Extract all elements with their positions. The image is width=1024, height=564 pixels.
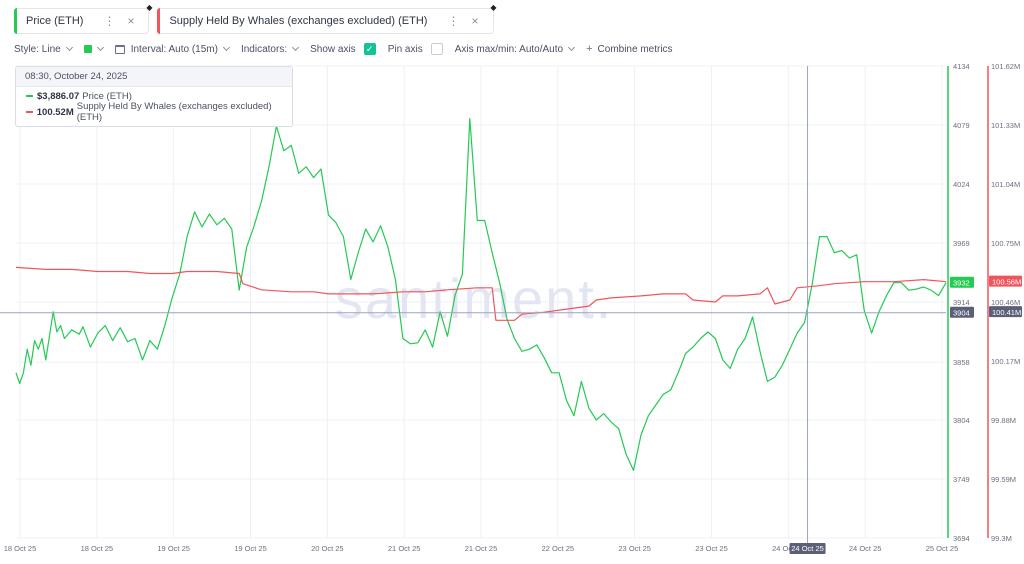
axis-minmax-label: Axis max/min: Auto/Auto (454, 43, 564, 55)
price-axis-tick: 4079 (953, 121, 970, 130)
hover-tooltip: 08:30, October 24, 2025 $3,886.07 Price … (15, 66, 293, 127)
whales-hover-badge-bg (989, 306, 1022, 318)
whales-current-badge-bg (989, 275, 1022, 287)
drag-handle-icon[interactable]: ◆ (490, 3, 497, 12)
price-axis-tick: 3969 (953, 239, 970, 248)
metric-color-bar (157, 8, 161, 34)
price-axis-tick: 3749 (953, 475, 970, 484)
price-axis-tick: 3914 (953, 298, 970, 307)
metric-tab-price[interactable]: Price (ETH) ⋮ × ◆ (14, 3, 152, 34)
pin-axis-label: Pin axis (387, 43, 423, 55)
tooltip-metric-name: Price (ETH) (82, 90, 132, 102)
x-axis-tick: 22 Oct 25 (542, 544, 575, 553)
drag-handle-icon[interactable]: ◆ (146, 3, 153, 12)
chevron-down-icon (222, 43, 231, 52)
checkbox-checked-icon[interactable]: ✓ (363, 43, 376, 55)
close-icon[interactable]: × (127, 14, 135, 28)
price-axis-tick: 3804 (953, 416, 970, 425)
chevron-down-icon (65, 43, 73, 52)
interval-label: Interval: Auto (15m) (130, 43, 218, 55)
whales-axis-tick: 101.62M (991, 62, 1020, 71)
price-line (15, 118, 947, 471)
whales-axis-tick: 100.75M (991, 239, 1020, 248)
whales-axis-tick: 99.59M (991, 475, 1016, 484)
whales-axis-tick: 101.04M (991, 180, 1020, 189)
more-vertical-icon[interactable]: ⋮ (103, 14, 116, 28)
color-swatch (83, 45, 92, 53)
color-picker[interactable] (83, 43, 104, 53)
show-axis-toggle[interactable]: Show axis ✓ (310, 43, 376, 55)
tooltip-row-whales: 100.52M Supply Held By Whales (exchanges… (16, 101, 292, 123)
tooltip-value: 100.52M (36, 106, 74, 118)
price-axis-tick: 3858 (953, 358, 970, 367)
whales-axis-tick: 100.46M (991, 298, 1020, 307)
whales-axis-tick: 100.17M (991, 357, 1020, 366)
price-hover-badge-bg (950, 306, 974, 318)
axis-minmax-dropdown[interactable]: Axis max/min: Auto/Auto (454, 43, 576, 55)
metric-color-bar (14, 8, 17, 34)
series-color-marker (26, 111, 33, 113)
x-axis-tick: 21 Oct 25 (465, 544, 498, 553)
price-axis-tick: 3694 (953, 534, 970, 543)
whales-axis-tick: 101.33M (991, 121, 1020, 130)
whales-axis-tick: 99.88M (991, 416, 1016, 425)
whale-supply-line (15, 266, 947, 321)
x-axis-tick: 19 Oct 25 (157, 544, 190, 553)
show-axis-label: Show axis (310, 43, 356, 55)
x-axis-tick: 23 Oct 25 (618, 544, 651, 553)
tooltip-value: $3,886.07 (37, 90, 80, 102)
tooltip-row-price: $3,886.07 Price (ETH) (16, 89, 292, 103)
price-hover-badge: 3904 (953, 309, 970, 318)
x-hover-badge: 24 Oct 25 (791, 544, 824, 553)
style-label: Style: Line (14, 43, 61, 55)
x-axis-tick: 20 Oct 25 (311, 544, 344, 553)
combine-metrics-label: Combine metrics (597, 43, 673, 55)
price-axis-tick: 4134 (953, 62, 970, 71)
chevron-down-icon (96, 43, 104, 52)
price-axis-tick: 4024 (953, 180, 970, 189)
x-axis-tick: 24 Oct 25 (849, 544, 882, 553)
series-color-marker (26, 95, 33, 97)
whales-axis-tick: 99.3M (991, 534, 1012, 543)
metric-settings-toolbar: Style: Line Interval: Auto (15m) Indicat… (14, 41, 685, 57)
metric-tabs: Price (ETH) ⋮ × ◆ Supply Held By Whales … (14, 3, 497, 34)
plus-icon: + (586, 43, 593, 55)
calendar-icon (114, 44, 125, 54)
x-axis-tick: 24 Oct 25 (772, 544, 805, 553)
interval-dropdown[interactable]: Interval: Auto (15m) (114, 43, 231, 55)
chevron-down-icon (292, 43, 300, 52)
price-current-badge: 3932 (953, 279, 970, 288)
chevron-down-icon (568, 43, 576, 52)
x-axis-tick: 18 Oct 25 (81, 544, 114, 553)
checkbox-unchecked-icon[interactable] (430, 43, 443, 55)
indicators-dropdown[interactable]: Indicators: (240, 43, 300, 55)
tooltip-timestamp: 08:30, October 24, 2025 (16, 67, 292, 87)
price-current-badge-bg (950, 276, 974, 288)
metric-tab-label: Price (ETH) (26, 15, 84, 27)
tooltip-metric-name: Supply Held By Whales (exchanges exclude… (76, 101, 272, 123)
combine-metrics-button[interactable]: + Combine metrics (586, 43, 672, 55)
x-axis-tick: 23 Oct 25 (695, 544, 728, 553)
indicators-label: Indicators: (240, 43, 288, 55)
metric-tab-label: Supply Held By Whales (exchanges exclude… (169, 15, 428, 27)
whales-current-badge: 100.56M (992, 278, 1021, 287)
whales-hover-badge: 100.41M (992, 308, 1021, 317)
x-axis-tick: 18 Oct 25 (4, 544, 37, 553)
santiment-watermark: santiment. (335, 267, 613, 330)
metric-tab-whales[interactable]: Supply Held By Whales (exchanges exclude… (157, 3, 497, 34)
pin-axis-toggle[interactable]: Pin axis (388, 43, 443, 55)
style-dropdown[interactable]: Style: Line (14, 43, 73, 55)
x-hover-badge-bg (789, 543, 826, 554)
more-vertical-icon[interactable]: ⋮ (447, 14, 460, 28)
x-axis-tick: 21 Oct 25 (388, 544, 421, 553)
close-icon[interactable]: × (471, 14, 479, 28)
x-axis-tick: 19 Oct 25 (234, 544, 267, 553)
x-axis-tick: 25 Oct 25 (926, 544, 959, 553)
